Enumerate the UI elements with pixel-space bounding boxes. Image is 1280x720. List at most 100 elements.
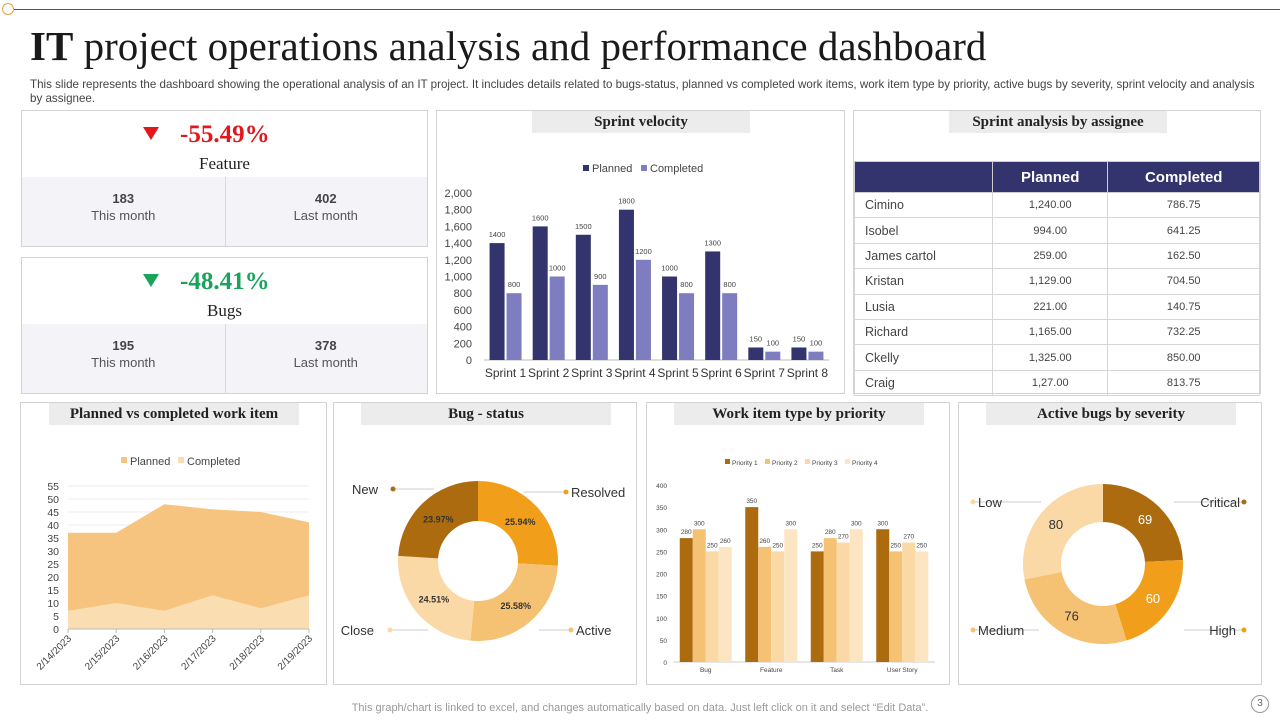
data-label: 76 bbox=[1064, 608, 1078, 623]
y-tick-label: 350 bbox=[656, 505, 667, 512]
page-number: 3 bbox=[1251, 695, 1269, 713]
data-label: 300 bbox=[785, 520, 796, 527]
y-tick-label: 400 bbox=[656, 483, 667, 490]
priority-panel: Work item type by priority Priority 1 Pri… bbox=[646, 402, 950, 685]
y-tick-label: 1,800 bbox=[444, 205, 472, 217]
page-title: IT project operations analysis and perfo… bbox=[30, 23, 987, 69]
table-cell-planned: 259.00 bbox=[991, 242, 1109, 270]
slice-name-label: High bbox=[1209, 623, 1236, 638]
legend-label: Priority 1 bbox=[732, 460, 758, 467]
bar bbox=[705, 251, 721, 360]
y-tick-label: 50 bbox=[47, 494, 59, 506]
severity-chart: 69 60 76 80 Critical High Medium Low bbox=[970, 484, 1247, 644]
data-label: 1400 bbox=[489, 230, 506, 239]
bar bbox=[902, 542, 916, 662]
table-row: James cartol 259.00 162.50 bbox=[854, 242, 1260, 270]
x-tick-label: User Story bbox=[887, 667, 918, 674]
table-cell-completed: 786.75 bbox=[1107, 191, 1260, 219]
y-tick-label: 1,200 bbox=[444, 255, 472, 267]
data-label: 150 bbox=[793, 334, 806, 343]
y-tick-label: 55 bbox=[47, 481, 59, 493]
table-row: Lusia 221.00 140.75 bbox=[854, 293, 1260, 320]
y-tick-label: 1,600 bbox=[444, 221, 472, 233]
x-tick-label: Bug bbox=[700, 667, 712, 674]
bar bbox=[489, 243, 505, 360]
data-label: 280 bbox=[825, 529, 836, 536]
kpi-card-feature: -55.49% Feature 183 This month 402 Last … bbox=[21, 110, 428, 247]
y-tick-label: 0 bbox=[663, 660, 667, 667]
slice-name-label: Active bbox=[576, 623, 611, 638]
legend-swatch bbox=[121, 457, 127, 463]
y-tick-label: 20 bbox=[47, 572, 59, 584]
table-row: Cimino 1,240.00 786.75 bbox=[854, 191, 1260, 219]
data-label: 100 bbox=[767, 339, 780, 348]
table-cell-completed: 850.00 bbox=[1107, 344, 1260, 371]
data-label: 300 bbox=[694, 520, 705, 527]
data-label: 350 bbox=[746, 498, 757, 505]
x-tick-label: Sprint 6 bbox=[701, 366, 743, 380]
bar bbox=[784, 529, 798, 662]
x-tick-label: Sprint 4 bbox=[614, 366, 656, 380]
table-cell-planned: 1,27.00 bbox=[991, 369, 1109, 397]
data-label: 25.58% bbox=[500, 601, 531, 611]
kpi-percent: -48.41% bbox=[180, 268, 270, 295]
x-tick-label: Feature bbox=[760, 667, 783, 674]
y-tick-label: 1,400 bbox=[444, 238, 472, 250]
table-cell-completed: 704.50 bbox=[1107, 268, 1260, 295]
bar bbox=[758, 546, 772, 662]
data-label: 24.51% bbox=[419, 595, 450, 605]
donut-slice bbox=[470, 563, 558, 641]
data-label: 260 bbox=[720, 538, 731, 545]
y-tick-label: 25 bbox=[47, 559, 59, 571]
legend-label: Priority 3 bbox=[812, 460, 838, 467]
panel-title: Planned vs completed work item bbox=[49, 403, 299, 425]
bar bbox=[679, 293, 695, 360]
data-label: 250 bbox=[772, 542, 783, 549]
bar bbox=[791, 347, 807, 360]
slice-name-label: Medium bbox=[978, 623, 1024, 638]
slice-name-label: Close bbox=[341, 623, 374, 638]
data-label: 250 bbox=[812, 542, 823, 549]
x-tick-label: Sprint 8 bbox=[787, 366, 829, 380]
kpi-last-month: 402 Last month bbox=[225, 177, 428, 246]
table-cell-completed: 140.75 bbox=[1107, 293, 1260, 320]
bar bbox=[722, 293, 738, 360]
table-header-planned: Planned bbox=[991, 161, 1109, 193]
kpi-last-label: Last month bbox=[293, 208, 358, 223]
data-label: 280 bbox=[681, 529, 692, 536]
callout-dot bbox=[1241, 627, 1247, 633]
table-header-completed: Completed bbox=[1107, 161, 1260, 193]
bar bbox=[765, 351, 781, 360]
y-tick-label: 600 bbox=[454, 305, 472, 317]
data-label: 23.97% bbox=[423, 515, 454, 525]
data-label: 260 bbox=[759, 538, 770, 545]
kpi-last-value: 402 bbox=[314, 191, 337, 206]
sprint-velocity-panel: Sprint velocity Planned Completed 0 200 400 6… bbox=[436, 110, 845, 394]
x-tick-label: Sprint 7 bbox=[744, 366, 786, 380]
table-cell-planned: 994.00 bbox=[991, 217, 1109, 244]
y-tick-label: 800 bbox=[454, 288, 472, 300]
table-cell-name: Craig bbox=[854, 369, 993, 397]
y-tick-label: 100 bbox=[656, 616, 667, 623]
table-row: Isobel 994.00 641.25 bbox=[854, 217, 1260, 244]
kpi-last-value: 378 bbox=[314, 338, 337, 353]
y-tick-label: 200 bbox=[656, 572, 667, 579]
y-tick-label: 250 bbox=[656, 549, 667, 556]
data-label: 1200 bbox=[635, 247, 652, 256]
table-row: Kristan 1,129.00 704.50 bbox=[854, 268, 1260, 295]
table-cell-completed: 813.75 bbox=[1107, 369, 1260, 397]
callout-dot bbox=[563, 489, 569, 495]
y-tick-label: 10 bbox=[47, 598, 59, 610]
area-series bbox=[68, 504, 309, 629]
footer-note: This graph/chart is linked to excel, and… bbox=[351, 702, 929, 714]
data-label: 1300 bbox=[704, 238, 721, 247]
callout-dot bbox=[387, 627, 393, 633]
assignee-panel: Sprint analysis by assignee Planned Comp… bbox=[853, 110, 1261, 397]
bar bbox=[876, 529, 890, 662]
data-label: 1500 bbox=[575, 222, 592, 231]
x-tick-label: 2/19/2023 bbox=[276, 633, 316, 673]
legend-swatch bbox=[765, 459, 770, 464]
divider bbox=[224, 177, 226, 246]
data-label: 300 bbox=[851, 520, 862, 527]
page-subtitle: This slide represents the dashboard show… bbox=[30, 78, 1255, 105]
